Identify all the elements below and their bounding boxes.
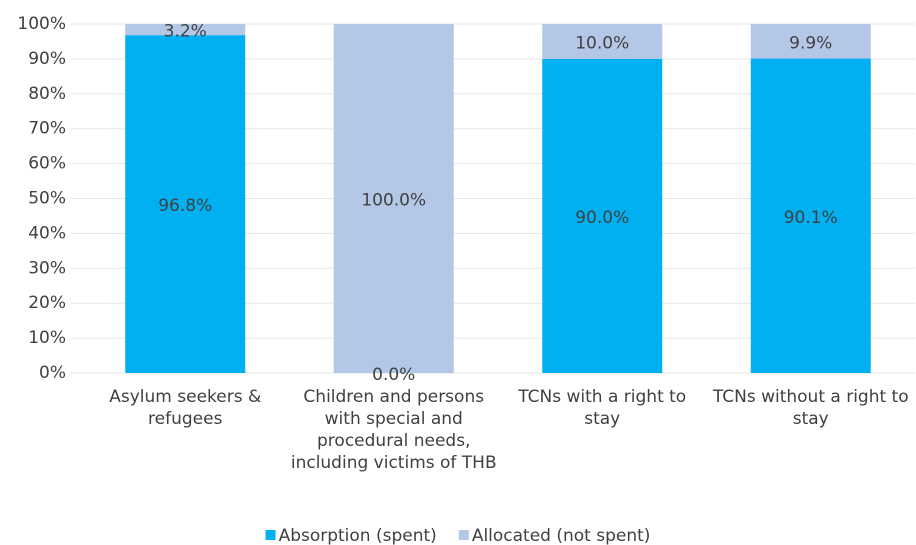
data-label: 10.0%: [575, 33, 629, 53]
legend-label: Absorption (spent): [279, 526, 437, 545]
y-tick-label: 90%: [28, 49, 66, 69]
legend-swatch: [265, 530, 276, 540]
bar-segment: [750, 24, 871, 59]
legend-label: Allocated (not spent): [472, 526, 651, 545]
legend-swatch: [458, 530, 469, 540]
data-label: 90.0%: [575, 208, 629, 228]
x-tick-label: TCNs without a right to stay: [712, 387, 909, 429]
y-tick-label: 70%: [28, 119, 66, 139]
y-tick-label: 60%: [28, 154, 66, 174]
y-tick-label: 40%: [28, 223, 66, 243]
x-tick-label-box: Asylum seekers & refugees: [109, 387, 262, 429]
data-label: 96.8%: [158, 196, 212, 216]
y-tick-label: 100%: [17, 14, 66, 34]
data-label: 9.9%: [789, 33, 832, 53]
x-tick-label-box: TCNs without a right to stay: [712, 387, 909, 429]
x-tick-label-box: TCNs with a right to stay: [518, 387, 687, 429]
y-tick-label: 20%: [28, 293, 66, 313]
x-tick-label: TCNs with a right to stay: [518, 387, 687, 429]
data-label: 90.1%: [784, 208, 838, 228]
bar-segment: [750, 58, 871, 374]
x-tick-label-box: Children and persons with special and pr…: [290, 387, 497, 473]
y-tick-label: 50%: [28, 189, 66, 209]
x-tick-label: Asylum seekers & refugees: [109, 387, 262, 429]
x-tick-label: Children and persons with special and pr…: [290, 387, 497, 473]
data-label: 0.0%: [372, 365, 415, 385]
data-label: 3.2%: [164, 22, 207, 42]
bar-segment: [542, 58, 663, 374]
y-tick-label: 0%: [39, 363, 66, 383]
bar-segment: [125, 35, 246, 373]
y-tick-label: 30%: [28, 258, 66, 278]
y-tick-label: 80%: [28, 84, 66, 104]
data-label: 100.0%: [361, 191, 426, 211]
bar-segment: [125, 24, 246, 36]
y-tick-label: 10%: [28, 328, 66, 348]
bar-segment: [542, 24, 663, 59]
bar-segment: [333, 24, 454, 373]
legend: Absorption (spent) Allocated (not spent): [265, 526, 651, 545]
